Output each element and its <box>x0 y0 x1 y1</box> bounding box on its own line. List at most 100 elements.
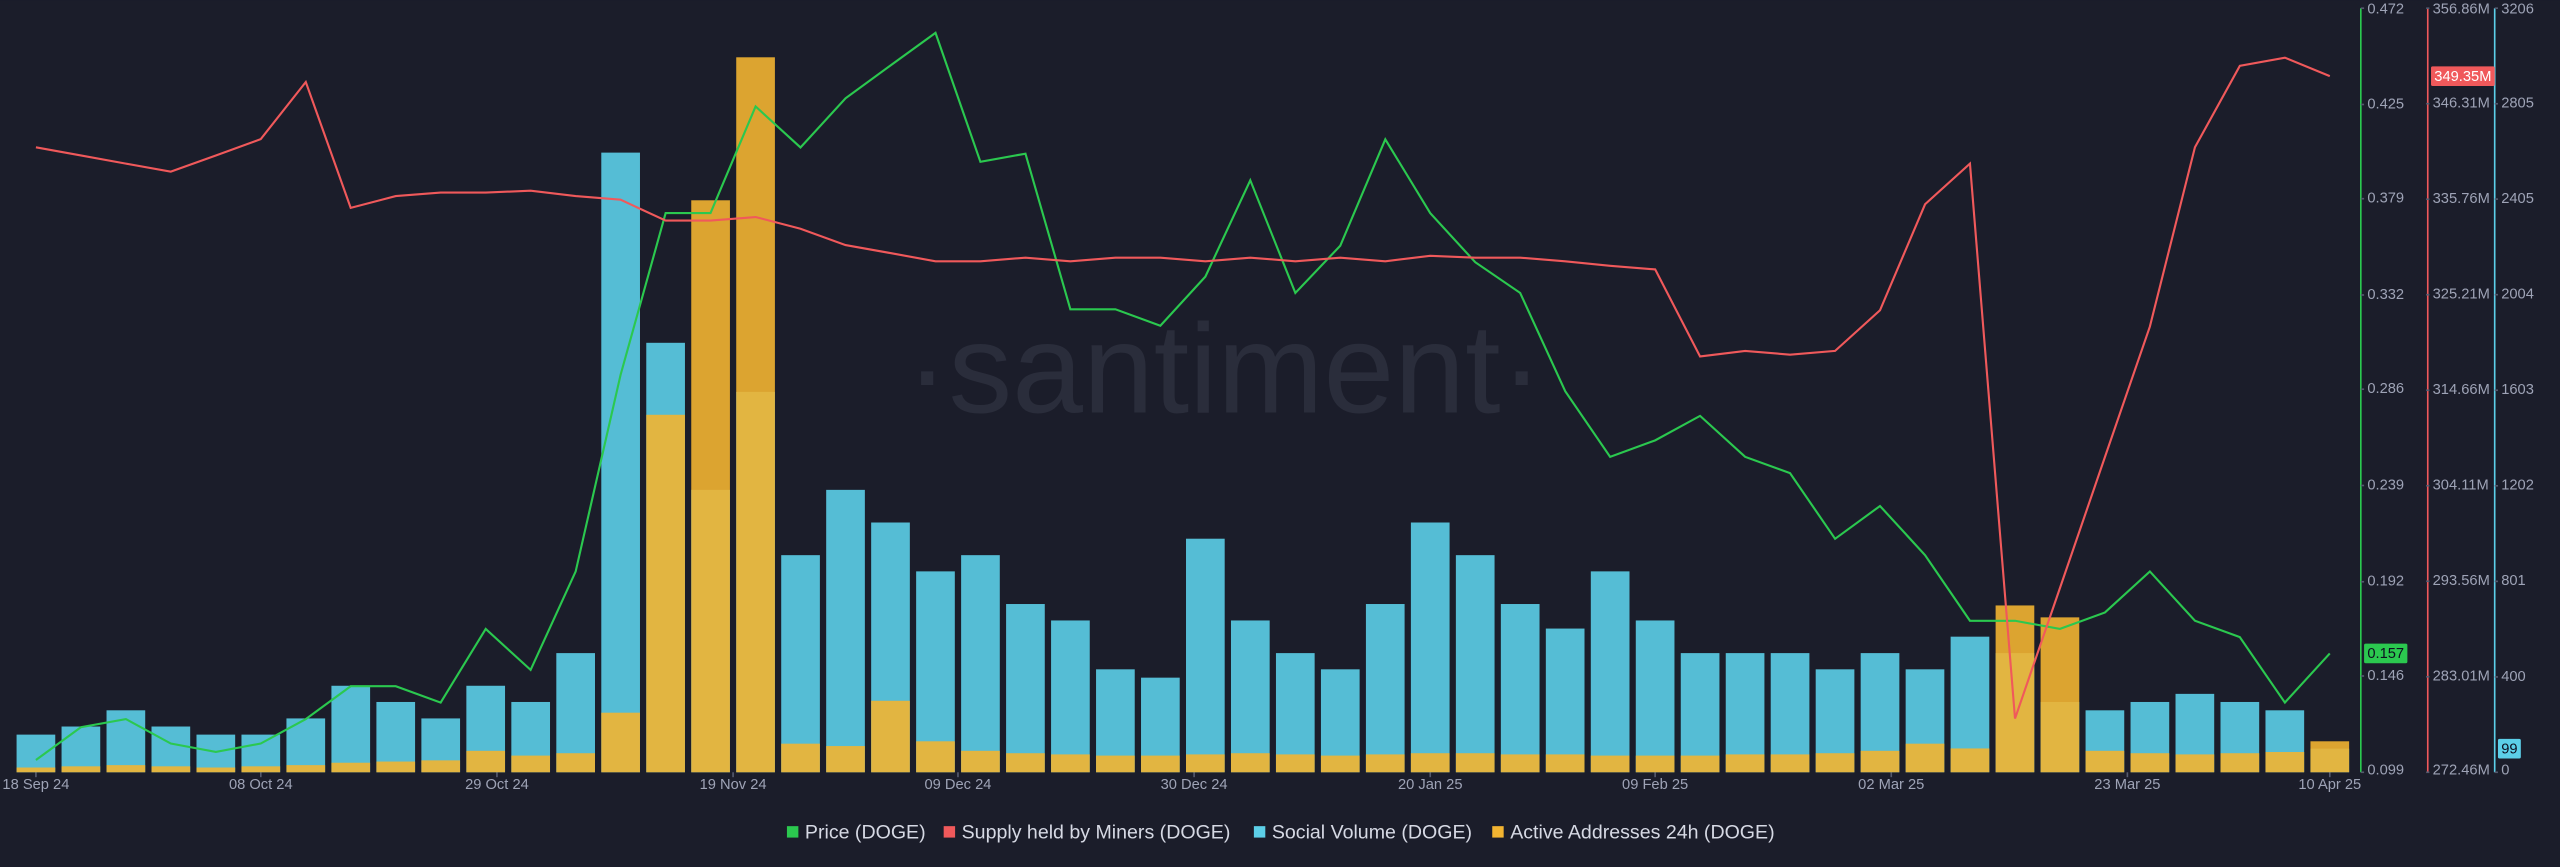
y-tick-label: 335.76M <box>2433 191 2490 207</box>
x-tick-label: 23 Mar 25 <box>2094 777 2160 793</box>
watermark: ·santiment· <box>906 297 1543 439</box>
bar <box>1365 604 1405 773</box>
bar <box>421 760 461 773</box>
bar <box>1950 748 1990 773</box>
bar <box>601 152 640 773</box>
bar <box>106 765 146 773</box>
legend-label: Social Volume (DOGE) <box>1272 822 1472 844</box>
bar <box>2040 617 2080 773</box>
bar <box>826 489 865 773</box>
y-tick-label: 272.46M <box>2433 763 2490 779</box>
line <box>35 31 2331 761</box>
bar <box>16 767 56 773</box>
bar <box>1635 620 1675 773</box>
bar <box>331 685 371 773</box>
x-tick-label: 08 Oct 24 <box>229 777 293 793</box>
bar <box>1815 753 1855 773</box>
bar <box>691 200 730 773</box>
bar <box>1186 754 1225 773</box>
bar <box>1590 571 1630 773</box>
line <box>35 56 2331 719</box>
bar <box>736 57 775 773</box>
bar <box>1500 754 1540 773</box>
bar <box>1320 669 1360 773</box>
bar <box>871 700 910 773</box>
bar <box>241 734 281 773</box>
y-tick-label: 0.472 <box>2367 2 2404 18</box>
y-tick-label: 0.379 <box>2367 191 2404 207</box>
bar <box>1500 604 1540 773</box>
bar <box>1275 754 1315 773</box>
bar <box>916 571 955 773</box>
bar <box>466 750 506 773</box>
bar <box>1365 754 1405 773</box>
bar <box>2175 754 2215 773</box>
y-tick-label: 2805 <box>2501 96 2534 112</box>
y-tick-label: 1202 <box>2501 478 2534 494</box>
bar <box>1770 653 1810 773</box>
legend-label: Active Addresses 24h (DOGE) <box>1510 822 1774 844</box>
bar <box>961 555 1000 773</box>
bar <box>1770 754 1810 773</box>
bar <box>601 712 640 773</box>
bar <box>826 746 865 773</box>
bar <box>556 753 595 773</box>
legend-swatch <box>1492 826 1504 838</box>
bar <box>2310 741 2350 773</box>
x-tick-label: 19 Nov 24 <box>700 777 767 793</box>
x-tick-label: 30 Dec 24 <box>1161 777 1228 793</box>
x-tick-label: 20 Jan 25 <box>1398 777 1463 793</box>
y-tick-label: 0.286 <box>2367 381 2404 397</box>
x-tick-label: 18 Sep 24 <box>2 777 69 793</box>
bar <box>241 766 281 773</box>
bar <box>1545 628 1585 773</box>
legend-label: Supply held by Miners (DOGE) <box>962 822 1231 844</box>
bar <box>1141 755 1180 773</box>
bar <box>961 750 1000 773</box>
bar <box>1230 620 1270 773</box>
bar <box>781 555 820 773</box>
y-tick-label: 2004 <box>2501 287 2534 303</box>
bar <box>1096 669 1135 773</box>
bar <box>556 653 595 773</box>
bar <box>1410 753 1450 773</box>
x-tick-label: 02 Mar 25 <box>1858 777 1924 793</box>
legend-swatch <box>943 826 956 838</box>
bar <box>16 734 56 773</box>
y-tick-label: 0.239 <box>2367 477 2404 493</box>
bar <box>511 755 551 773</box>
bar <box>1680 755 1720 773</box>
bar <box>1051 620 1090 773</box>
bar <box>151 726 191 773</box>
legend: Price (DOGE) Supply held by Miners (DOGE)… <box>786 822 1775 844</box>
last-value-badge <box>2431 66 2495 86</box>
y-tick-label: 3206 <box>2501 2 2534 18</box>
bar <box>1275 653 1315 773</box>
y-tick-label: 0.332 <box>2367 287 2404 303</box>
bar <box>1006 753 1045 773</box>
y-tick-label: 1603 <box>2501 382 2534 398</box>
bar <box>1860 750 1900 773</box>
bar <box>151 766 191 773</box>
legend-label: Price (DOGE) <box>805 822 926 844</box>
bar <box>196 767 236 773</box>
y-tick-label: 2405 <box>2501 191 2534 207</box>
bar <box>916 741 955 773</box>
y-tick-label: 0.192 <box>2367 574 2404 590</box>
x-tick-label: 09 Dec 24 <box>924 777 991 793</box>
x-tick-label: 09 Feb 25 <box>1622 777 1688 793</box>
bar <box>1680 653 1720 773</box>
bar <box>781 743 820 773</box>
bar <box>1725 754 1765 773</box>
bar <box>1905 743 1945 773</box>
bar <box>2265 752 2305 773</box>
bar <box>61 726 101 773</box>
y-tick-label: 325.21M <box>2433 287 2490 303</box>
y-tick-label: 400 <box>2501 669 2526 685</box>
last-value-label: 0.157 <box>2367 646 2404 662</box>
bar <box>1051 754 1090 773</box>
y-tick-label: 0 <box>2501 763 2509 779</box>
bar <box>1410 522 1450 773</box>
y-tick-label: 356.86M <box>2433 2 2490 18</box>
